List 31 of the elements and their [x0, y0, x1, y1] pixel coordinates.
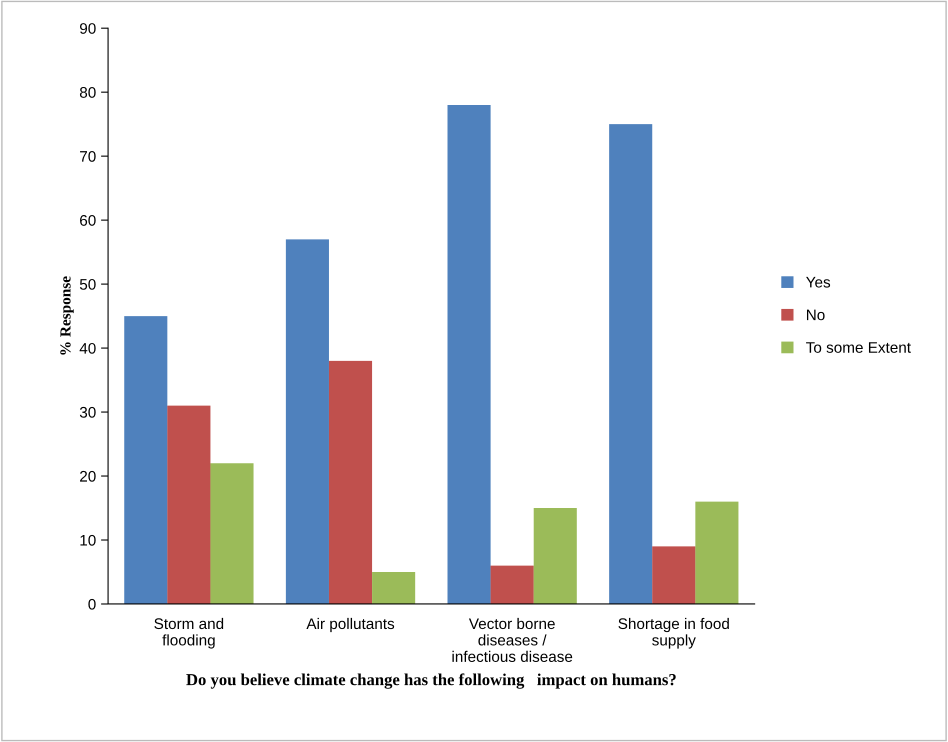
y-tick-label: 80 [80, 87, 96, 98]
x-tick-label: Air pollutants [306, 618, 394, 632]
bar [695, 502, 738, 604]
x-tick-label: Vector borne diseases / infectious disease [452, 618, 572, 662]
y-tick-label: 20 [80, 470, 96, 482]
bar [652, 546, 696, 604]
y-tick-label: 70 [80, 151, 96, 162]
y-tick-label: 90 [80, 23, 96, 34]
bar [448, 104, 491, 604]
y-tick-label: 60 [80, 214, 96, 226]
bar [124, 316, 168, 604]
y-axis-title: % Response [60, 276, 74, 355]
y-tick-label: 0 [88, 598, 96, 610]
y-tick-label: 30 [80, 406, 96, 418]
y-tick-label: 50 [80, 278, 96, 290]
y-tick-label: 40 [80, 342, 96, 354]
bar [609, 124, 652, 604]
bar [167, 406, 210, 604]
bar [372, 572, 416, 604]
x-axis-title: Do you believe climate change has the following impact on humans? [186, 673, 676, 689]
bar [210, 463, 254, 604]
bar [534, 508, 577, 604]
bar [328, 360, 372, 604]
legend-label: No [806, 310, 825, 320]
legend-label: To some Extent [806, 342, 911, 353]
x-tick-label: Storm and flooding [154, 618, 224, 649]
y-tick-label: 10 [80, 534, 96, 546]
x-tick-label: Shortage in food supply [618, 618, 729, 649]
bar [490, 566, 534, 604]
legend-label: Yes [806, 276, 830, 288]
bar [286, 239, 329, 604]
